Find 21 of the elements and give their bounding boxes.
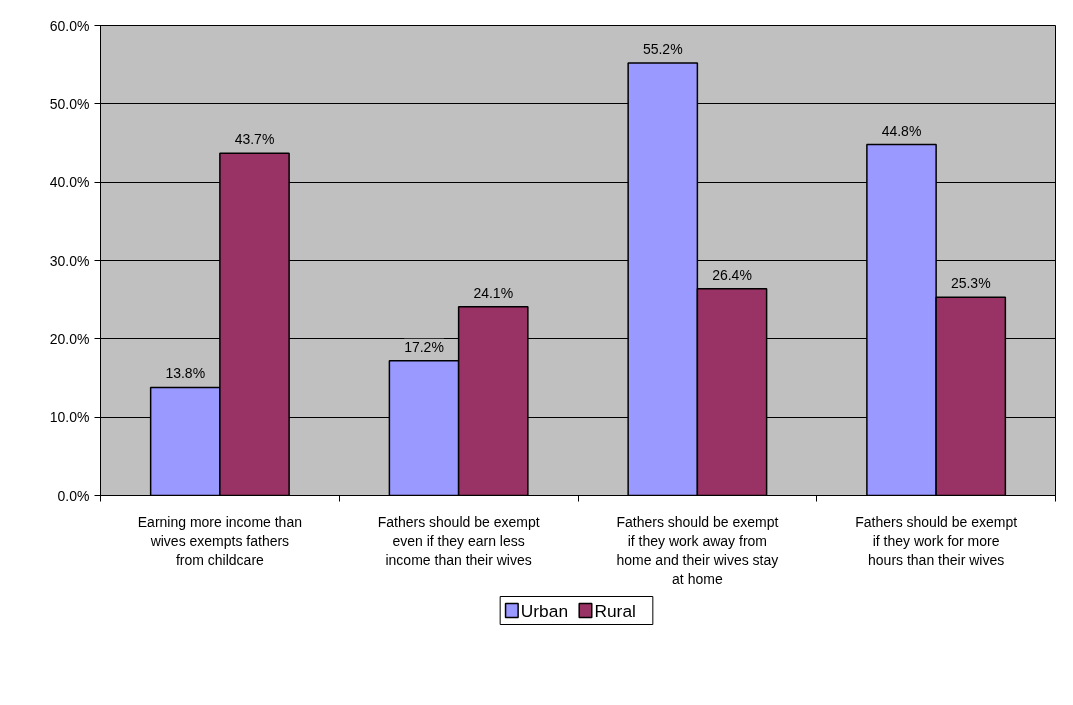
x-tick-label: Earning more income than wives exempts fathers from childcare <box>137 513 302 568</box>
x-tick-label: Fathers should be exempt even if they earn less income than their wives <box>377 513 540 568</box>
y-tick-label: 50.0% <box>49 95 90 112</box>
y-tick-label: 40.0% <box>49 174 90 191</box>
y-tick-label: 60.0% <box>49 17 90 34</box>
data-label: 55.2% <box>642 41 683 58</box>
x-tick-label: Fathers should be exempt if they work for more hours than their wives <box>855 513 1018 568</box>
y-tick-label: 0.0% <box>57 487 90 504</box>
data-label: 17.2% <box>404 338 444 355</box>
data-label: 13.8% <box>165 365 206 382</box>
legend-label: Urban <box>520 600 569 621</box>
legend-label: Rural <box>594 600 636 621</box>
data-label: 44.8% <box>881 122 922 139</box>
y-tick-label: 20.0% <box>49 330 90 347</box>
y-tick-label: 30.0% <box>49 252 90 269</box>
data-label: 24.1% <box>473 284 514 301</box>
x-tick-label: Fathers should be exempt if they work away from home and their wives stay at home <box>616 513 779 588</box>
data-label: 26.4% <box>712 266 752 283</box>
data-label: 25.3% <box>950 275 991 292</box>
y-tick-label: 10.0% <box>49 409 90 426</box>
data-label: 43.7% <box>234 131 275 148</box>
